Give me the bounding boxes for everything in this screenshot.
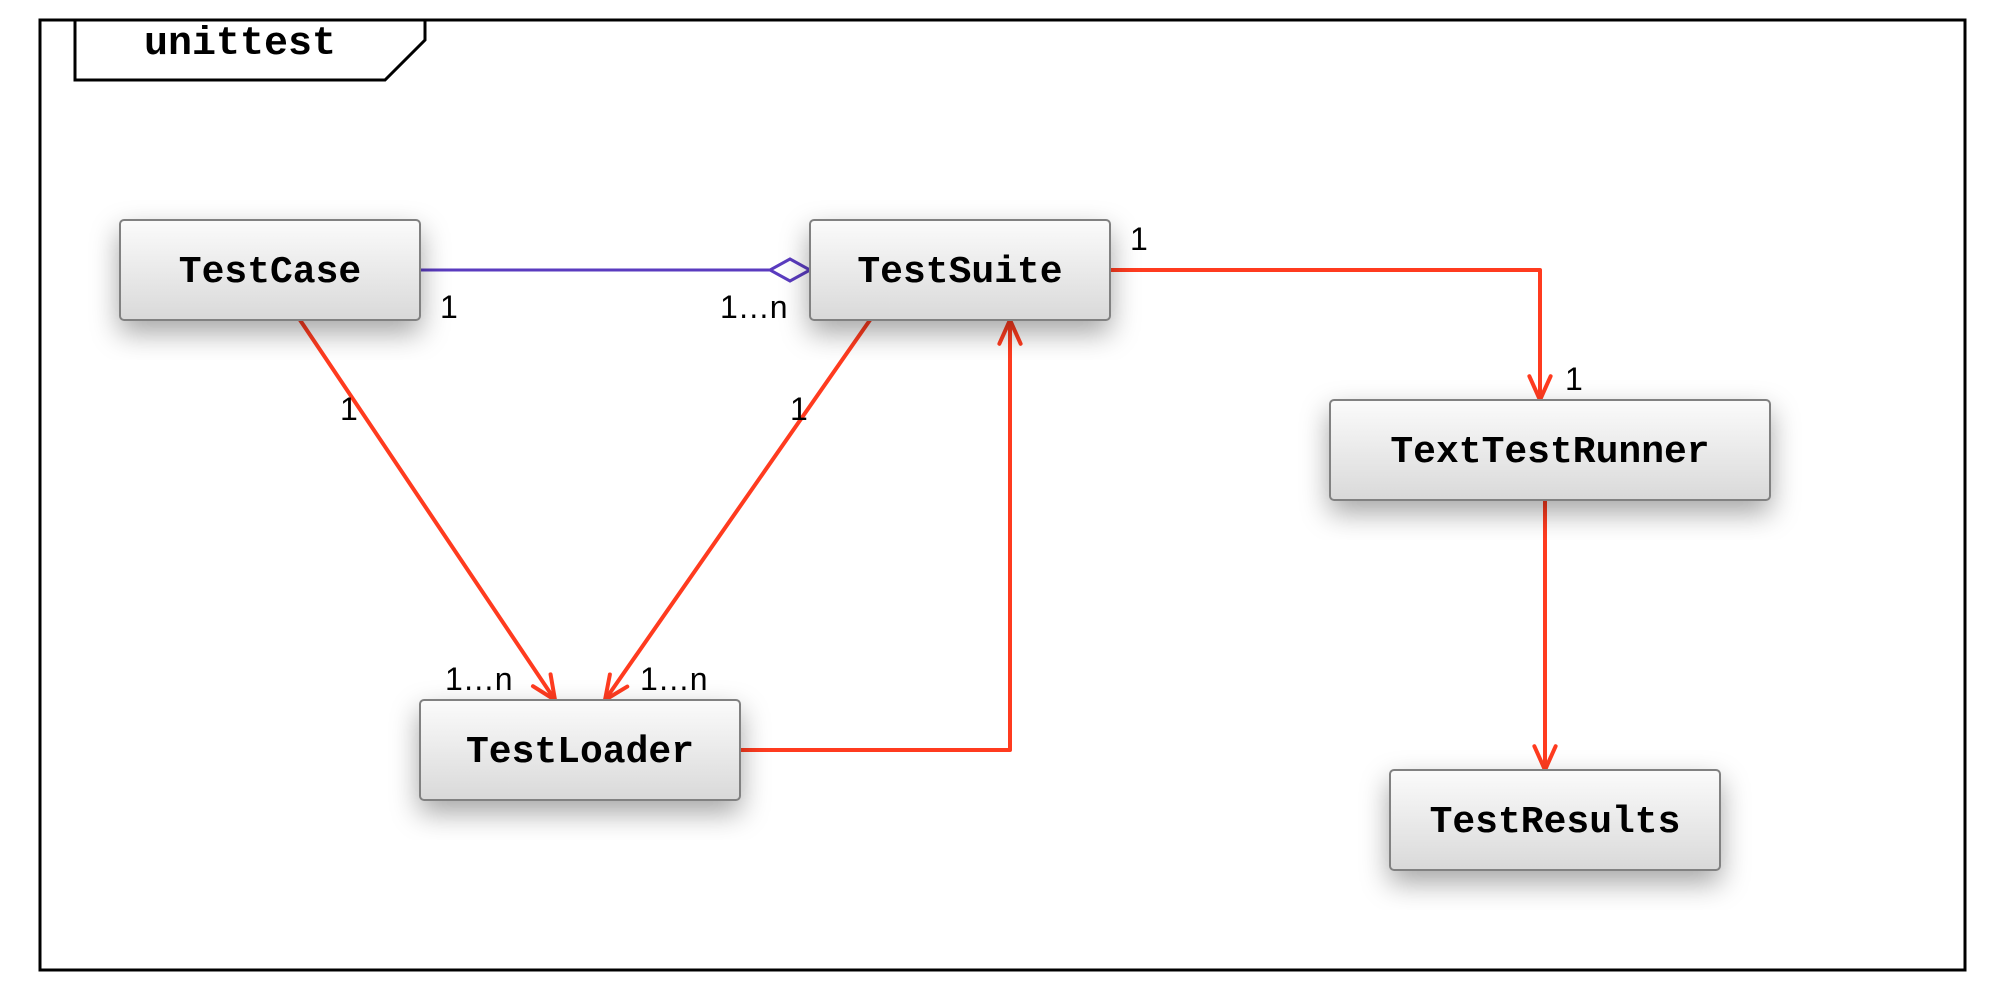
arr-testsuite-runner-mult_to: 1 xyxy=(1565,361,1583,397)
arr-testcase-testloader-mult_from: 1 xyxy=(340,391,358,427)
arr-testcase-testloader-mult_to: 1…n xyxy=(445,661,513,697)
arr-testsuite-testloader xyxy=(608,320,870,696)
node-testloader: TestLoader xyxy=(420,700,740,800)
node-testresults-label: TestResults xyxy=(1430,801,1681,844)
arr-testsuite-runner-mult_from: 1 xyxy=(1130,221,1148,257)
node-texttestrunner-label: TextTestRunner xyxy=(1390,431,1709,474)
node-testcase-label: TestCase xyxy=(179,251,361,294)
agg-testcase-testsuite-mult_to: 1…n xyxy=(720,289,788,325)
nodes-layer: TestCase TestSuite TextTestRunner TestLoade… xyxy=(120,220,1770,870)
package-label: unittest xyxy=(144,22,336,67)
node-testsuite-label: TestSuite xyxy=(857,251,1062,294)
node-testcase: TestCase xyxy=(120,220,420,320)
agg-testcase-testsuite-mult_from: 1 xyxy=(440,289,458,325)
arr-testloader-testsuite xyxy=(740,325,1010,750)
node-testresults: TestResults xyxy=(1390,770,1720,870)
arr-testcase-testloader xyxy=(300,320,552,696)
arr-testsuite-runner xyxy=(1110,270,1540,395)
node-texttestrunner: TextTestRunner xyxy=(1330,400,1770,500)
node-testloader-label: TestLoader xyxy=(466,731,694,774)
arr-testsuite-testloader-mult_to: 1…n xyxy=(640,661,708,697)
arr-testsuite-testloader-mult_from: 1 xyxy=(790,391,808,427)
node-testsuite: TestSuite xyxy=(810,220,1110,320)
